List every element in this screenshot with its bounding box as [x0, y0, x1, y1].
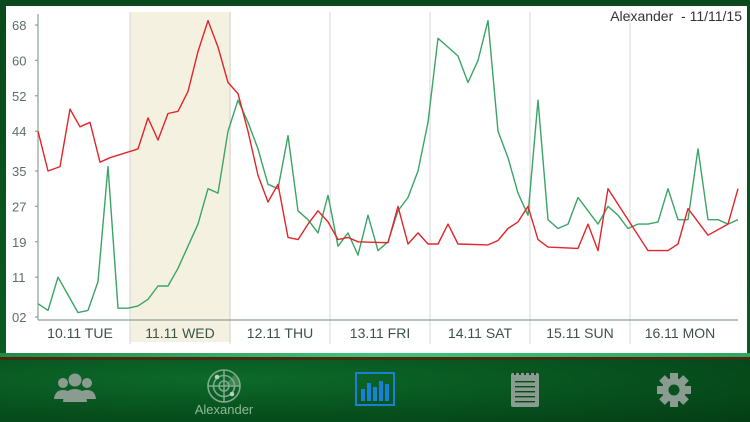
y-tick-label: 11 [12, 270, 26, 285]
y-tick-label: 60 [12, 53, 26, 68]
x-tick-label: 14.11 SAT [448, 325, 513, 341]
tab-radar-label: Alexander [194, 402, 254, 417]
y-tick-label: 44 [12, 124, 26, 139]
y-tick-label: 52 [12, 89, 26, 104]
x-tick-label: 16.11 MON [645, 325, 716, 341]
tab-notes[interactable] [505, 360, 545, 422]
panel-edge [0, 353, 750, 357]
tab-chart[interactable] [354, 360, 396, 422]
highlight-band [130, 12, 231, 342]
chart-title: Alexander - 11/11/15 [610, 8, 742, 24]
line-chart[interactable]: 68 60 52 44 35 27 19 11 02 10.11 TUE 11.11 WED 12.1… [0, 0, 750, 360]
tab-bar: Alexander [0, 360, 750, 422]
x-tick-label: 13.11 FRI [350, 325, 410, 341]
x-tick-label: 12.11 THU [247, 325, 313, 341]
panel-edge-shadow [0, 357, 750, 360]
series-line-red [37, 19, 739, 252]
y-tick-label: 02 [12, 310, 26, 325]
bar-chart-icon [355, 372, 395, 406]
tab-contacts[interactable] [45, 360, 105, 422]
tab-radar[interactable]: Alexander [186, 360, 262, 422]
gear-icon [657, 373, 691, 407]
y-tick-label: 19 [12, 235, 26, 250]
y-tick-label: 35 [12, 164, 26, 179]
y-tick-label: 68 [12, 18, 26, 33]
tab-settings[interactable] [652, 360, 696, 422]
x-tick-label: 15.11 SUN [546, 325, 613, 341]
notepad-icon [511, 371, 539, 407]
x-tick-label: 11.11 WED [145, 325, 215, 341]
y-tick-label: 27 [12, 199, 26, 214]
group-icon [54, 373, 96, 402]
x-tick-label: 10.11 TUE [47, 325, 113, 341]
radar-icon [207, 369, 241, 403]
